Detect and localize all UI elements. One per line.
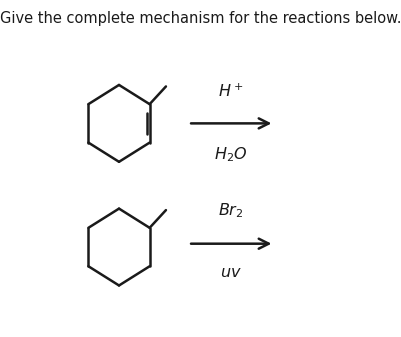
Text: $H^+$: $H^+$ [219,83,244,100]
Text: Give the complete mechanism for the reactions below.: Give the complete mechanism for the reac… [0,11,401,26]
Text: $Br_2$: $Br_2$ [219,202,244,220]
Text: $uv$: $uv$ [220,266,242,280]
Text: $H_2O$: $H_2O$ [215,145,248,164]
